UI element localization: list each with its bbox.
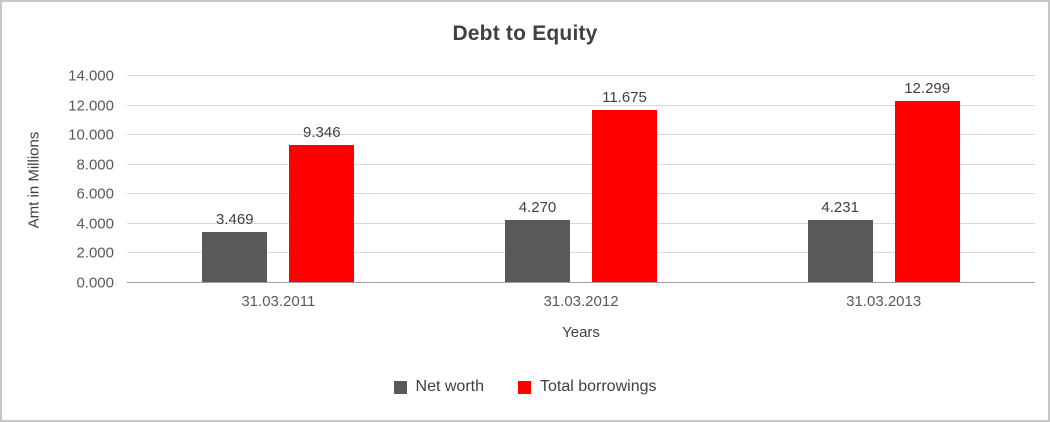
x-tick-label: 31.03.2012 [543, 293, 619, 310]
legend-label: Total borrowings [539, 378, 657, 395]
legend-swatch-net-worth [393, 380, 407, 394]
bar-wrap-total-borrowings: 12.299 [894, 76, 960, 283]
bar-wrap-total-borrowings: 9.346 [289, 76, 355, 283]
x-axis-line [127, 282, 1035, 283]
data-label: 4.270 [518, 198, 557, 216]
data-label: 12.299 [904, 80, 951, 98]
x-axis-title: Years [562, 324, 600, 341]
x-tick-label: 31.03.2011 [241, 293, 316, 310]
data-label: 3.469 [216, 210, 254, 228]
y-tick-label: 14.000 [68, 67, 114, 85]
legend-swatch-total-borrowings [517, 380, 531, 394]
bar-net-worth [505, 219, 570, 283]
y-tick-label: 4.000 [76, 215, 114, 233]
y-tick-label: 0.000 [76, 274, 114, 292]
bar-total-borrowings [289, 144, 355, 283]
y-axis-labels: 0.000 2.000 4.000 6.000 8.000 10.000 12.000 14.… [42, 68, 114, 292]
bar-group: 3.469 9.346 [127, 76, 430, 283]
gridline [127, 134, 1035, 136]
bar-group: 4.270 11.675 [430, 76, 733, 283]
legend-label: Net worth [415, 378, 484, 395]
bar-wrap-net-worth: 3.469 [202, 76, 268, 283]
chart-title: Debt to Equity [452, 22, 598, 45]
gridline [127, 75, 1035, 76]
legend-item-total-borrowings: Total borrowings [517, 378, 657, 396]
data-label: 9.346 [303, 123, 341, 141]
bar-group: 4.231 12.299 [732, 76, 1035, 283]
x-tick-label: 31.03.2013 [846, 293, 922, 310]
x-axis-labels: 31.03.2011 31.03.2012 31.03.2013 [127, 293, 1035, 310]
y-tick-label: 12.000 [68, 97, 114, 115]
data-label: 4.231 [821, 199, 859, 217]
bar-total-borrowings [592, 110, 657, 283]
bar-net-worth [202, 231, 268, 283]
bar-wrap-total-borrowings: 11.675 [592, 76, 657, 283]
gridline [127, 193, 1035, 195]
legend-item-net-worth: Net worth [393, 378, 484, 396]
bar-groups: 3.469 9.346 4.270 11.675 4.231 12.299 [127, 76, 1035, 283]
bar-wrap-net-worth: 4.270 [505, 76, 570, 283]
y-tick-label: 6.000 [76, 185, 114, 203]
gridline [127, 104, 1035, 106]
gridline [127, 252, 1035, 254]
data-label: 11.675 [602, 89, 647, 107]
legend: Net worth Total borrowings [2, 378, 1048, 396]
y-tick-label: 2.000 [76, 244, 114, 262]
plot-area: 3.469 9.346 4.270 11.675 4.231 12.299 [127, 75, 1035, 283]
y-tick-label: 10.000 [68, 126, 114, 144]
y-axis-title: Amt in Millions [25, 131, 43, 229]
y-tick-label: 8.000 [76, 156, 114, 174]
gridline [127, 163, 1035, 165]
bar-net-worth [807, 220, 873, 283]
bar-total-borrowings [894, 101, 960, 283]
gridline [127, 222, 1035, 224]
bar-wrap-net-worth: 4.231 [807, 76, 873, 283]
